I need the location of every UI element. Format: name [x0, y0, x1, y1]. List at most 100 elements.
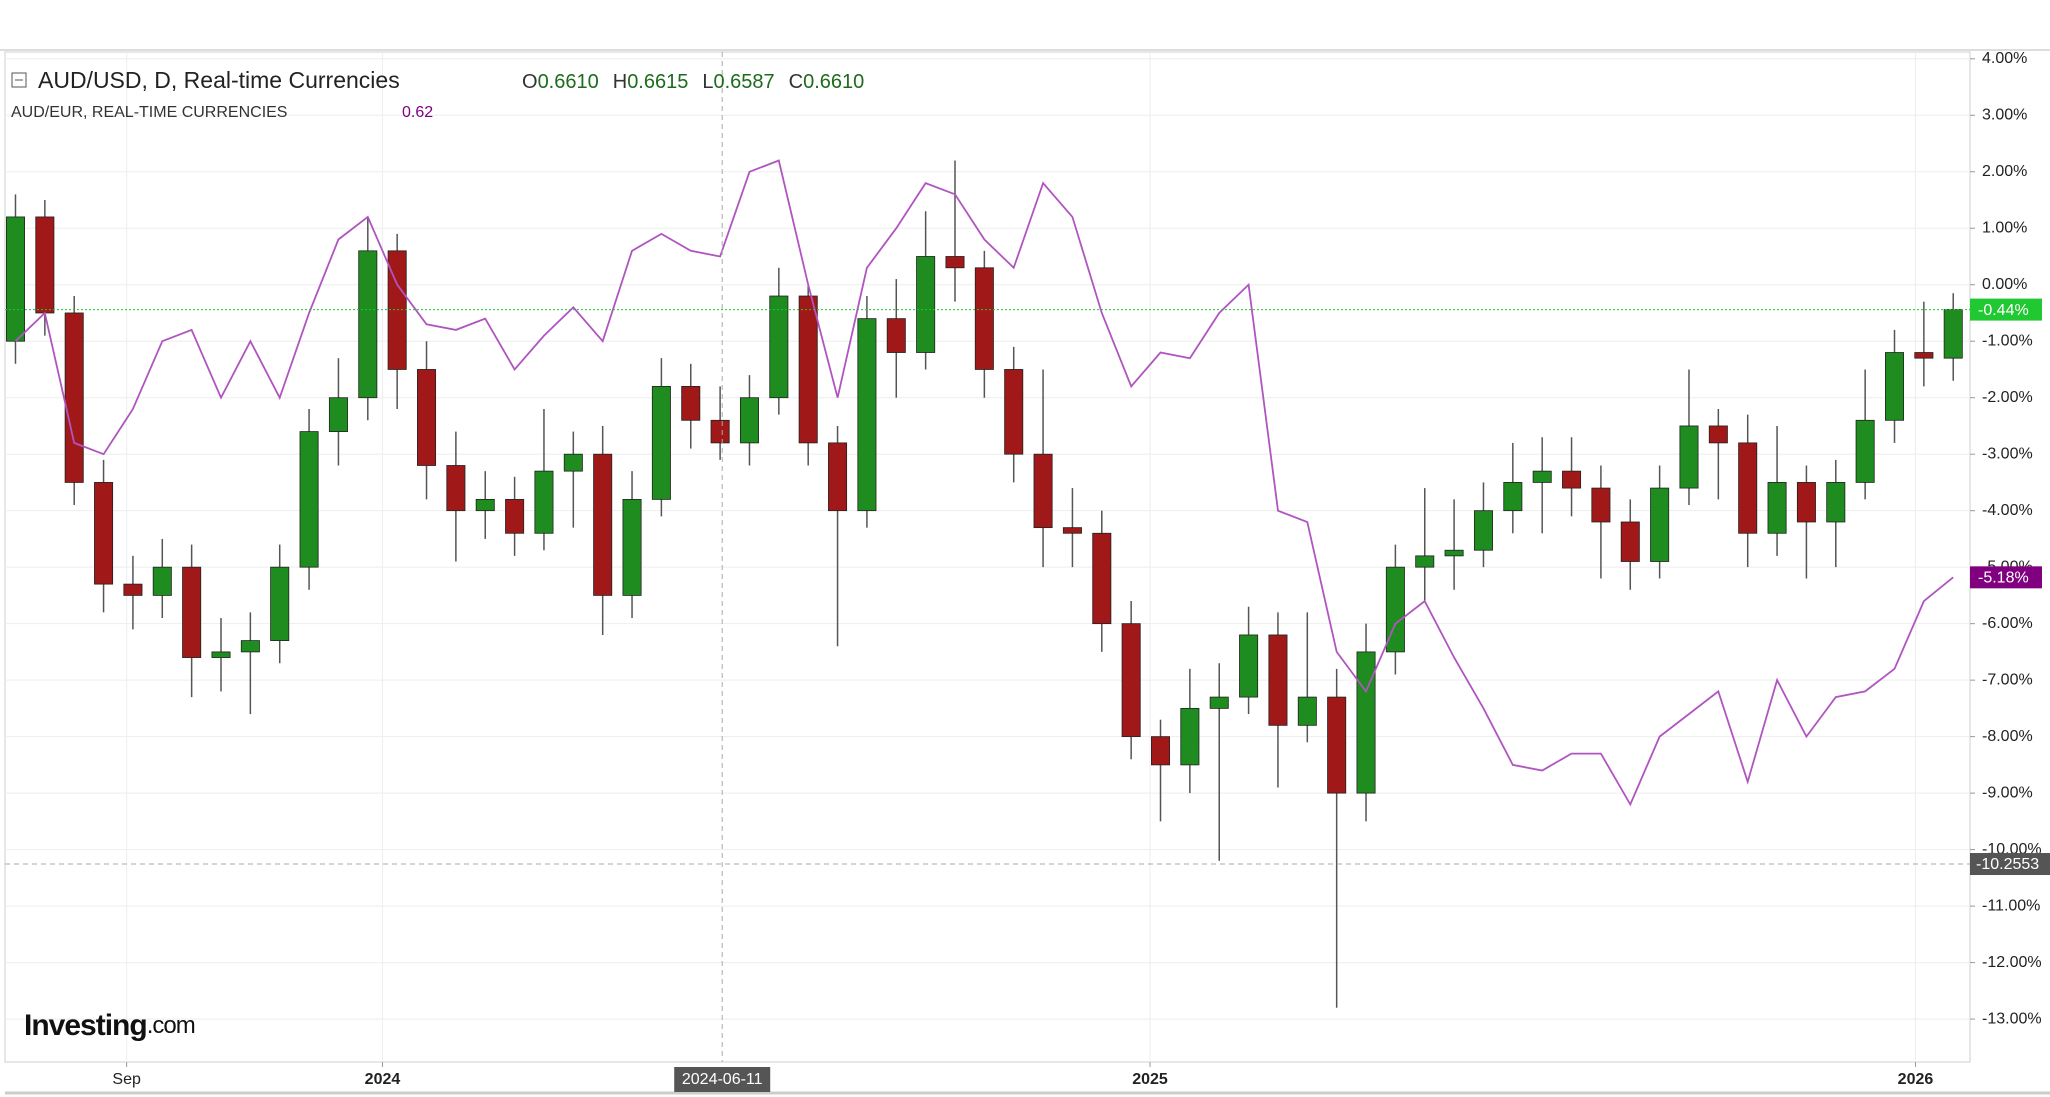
- candle-body: [886, 318, 906, 353]
- candle-body: [945, 256, 965, 269]
- readout-label: L: [702, 71, 713, 93]
- y-tick-label: -12.00%: [1982, 954, 2042, 971]
- candle-body: [505, 498, 525, 534]
- candle-body: [1062, 527, 1082, 534]
- candle-body: [1004, 369, 1024, 455]
- candle-body: [94, 482, 114, 585]
- candle-body: [152, 566, 172, 596]
- candle-body: [1121, 623, 1141, 738]
- candle-body: [739, 397, 759, 444]
- candle-body: [1885, 352, 1905, 421]
- candle-body: [828, 442, 848, 512]
- plot-frame: [4, 51, 1971, 1063]
- overlay: -0.44% -5.18% -10.2553 2024-06-11: [5, 52, 2050, 1092]
- candle-body: [1239, 634, 1259, 698]
- candle-body: [1650, 487, 1670, 562]
- crosshair-x-badge: [674, 1067, 771, 1092]
- candle-body: [651, 386, 671, 500]
- price-badge: [1970, 298, 2042, 321]
- candle-body: [798, 295, 818, 444]
- x-tick-label: Sep: [112, 1071, 141, 1088]
- candle-body: [270, 566, 290, 642]
- candle-body: [64, 312, 84, 483]
- candle-body: [1356, 651, 1376, 794]
- candle-body: [1415, 555, 1435, 568]
- y-tick-label: 4.00%: [1982, 50, 2027, 67]
- crosshair-y-label: -10.2553: [1976, 856, 2039, 873]
- watermark-suffix: .com: [147, 1012, 195, 1039]
- crosshair-y-badge: [1970, 853, 2050, 876]
- x-tick-label: 2026: [1898, 1071, 1934, 1088]
- candle-body: [1826, 482, 1846, 523]
- candle-body: [446, 465, 466, 512]
- candle-body: [328, 397, 348, 432]
- candle-body: [5, 216, 25, 342]
- compare-title: AUD/EUR, REAL-TIME CURRENCIES: [11, 104, 287, 121]
- candle-body: [1385, 566, 1405, 653]
- x-tick-label: 2024: [365, 1071, 401, 1088]
- compare-readout: 0.62: [402, 104, 433, 121]
- watermark: Investing.com: [24, 1009, 195, 1042]
- candle-body: [1297, 696, 1317, 726]
- y-tick-label: 0.00%: [1982, 276, 2027, 293]
- candle-body: [1180, 707, 1200, 766]
- candle-body: [1151, 736, 1171, 766]
- candle-body: [916, 256, 936, 353]
- candle-body: [769, 295, 789, 399]
- price-badge-label: -5.18%: [1978, 570, 2029, 587]
- candle-body: [534, 470, 554, 534]
- readout-label: O: [522, 71, 538, 93]
- y-tick-label: -7.00%: [1982, 671, 2033, 688]
- y-tick-label: -6.00%: [1982, 615, 2033, 632]
- candle-body: [681, 386, 701, 421]
- candle-body: [417, 369, 437, 466]
- y-tick-label: -9.00%: [1982, 784, 2033, 801]
- readout-value: 0.6610: [803, 71, 864, 93]
- collapse-icon[interactable]: [11, 72, 27, 88]
- y-tick-label: -13.00%: [1982, 1010, 2042, 1027]
- candle-body: [710, 419, 730, 444]
- price-badge: [1970, 566, 2042, 589]
- readout-value: 0.6610: [538, 71, 599, 93]
- candle-body: [1532, 470, 1552, 483]
- price-badge-label: -0.44%: [1978, 302, 2029, 319]
- grid: 4.00% 3.00% 2.00% 1.00% 0.00% -1.00% -2.00% -3.…: [5, 50, 2042, 1088]
- candle-body: [387, 250, 407, 370]
- candle-body: [1620, 521, 1640, 562]
- candle-body: [563, 453, 583, 472]
- candle-body: [1473, 510, 1493, 551]
- ohlc-readout: O0.6610 H0.6615 L0.6587 C0.6610: [522, 71, 864, 93]
- y-tick-label: -4.00%: [1982, 502, 2033, 519]
- candle-body: [857, 318, 877, 512]
- candle-body: [35, 216, 55, 314]
- readout-value: 0.6587: [713, 71, 774, 93]
- candle-body: [475, 498, 495, 512]
- y-tick-label: -3.00%: [1982, 445, 2033, 462]
- candle-body: [123, 583, 143, 596]
- readout-value: 0.6615: [627, 71, 688, 93]
- candle-body: [299, 431, 319, 568]
- y-tick-label: -11.00%: [1982, 897, 2040, 914]
- crosshair-x-label: 2024-06-11: [682, 1071, 763, 1088]
- legend: AUD/USD, D, Real-time Currencies AUD/EUR…: [11, 67, 864, 121]
- candle-body: [1209, 696, 1229, 709]
- y-tick-label: -8.00%: [1982, 728, 2033, 745]
- candle-body: [211, 651, 231, 658]
- candle-body: [622, 498, 642, 596]
- candle-body: [1679, 425, 1699, 489]
- candle-body: [1855, 419, 1875, 483]
- candle-body: [1738, 442, 1758, 534]
- candle-body: [1268, 634, 1288, 726]
- candle-body: [974, 267, 994, 370]
- series-title: AUD/USD, D, Real-time Currencies: [38, 67, 400, 93]
- candle-body: [1503, 482, 1523, 512]
- candle-body: [182, 566, 202, 658]
- candle-body: [1914, 352, 1934, 359]
- y-tick-label: 2.00%: [1982, 163, 2027, 180]
- candle-body: [1562, 470, 1582, 489]
- y-tick-label: -1.00%: [1982, 332, 2033, 349]
- candle-body: [1708, 425, 1728, 444]
- candle-body: [1327, 696, 1347, 794]
- candle-body: [593, 453, 613, 596]
